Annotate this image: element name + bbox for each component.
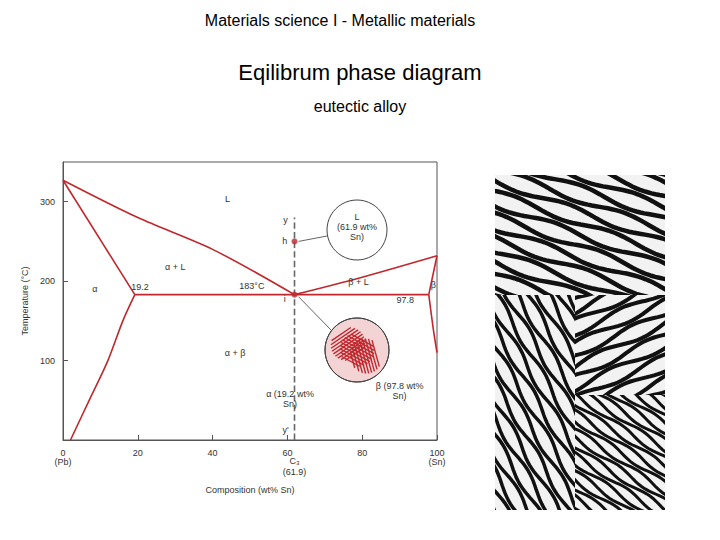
svg-text:100: 100	[40, 356, 55, 366]
svg-text:100: 100	[429, 448, 444, 458]
svg-text:α (19.2 wt%: α (19.2 wt%	[266, 389, 314, 399]
svg-text:(Pb): (Pb)	[54, 457, 71, 467]
svg-text:Sn): Sn)	[393, 391, 407, 401]
svg-text:i: i	[284, 294, 286, 304]
html-text:Eqilibrum phase diagram: Eqilibrum phase diagram	[238, 60, 482, 85]
svg-text:19.2: 19.2	[131, 282, 149, 292]
svg-text:β + L: β + L	[348, 277, 368, 287]
svg-text:183°C: 183°C	[239, 281, 265, 291]
svg-text:80: 80	[357, 448, 367, 458]
svg-text:β (97.8 wt%: β (97.8 wt%	[376, 381, 424, 391]
svg-text:Composition (wt% Sn): Composition (wt% Sn)	[205, 485, 294, 495]
svg-text:40: 40	[208, 448, 218, 458]
svg-text:(61.9): (61.9)	[283, 467, 307, 477]
svg-text:0: 0	[60, 448, 65, 458]
svg-text:97.8: 97.8	[396, 295, 414, 305]
svg-text:y': y'	[282, 425, 289, 435]
svg-text:α + L: α + L	[165, 262, 185, 272]
svg-text:60: 60	[282, 447, 293, 458]
svg-text:h: h	[282, 236, 287, 246]
svg-text:y: y	[283, 215, 288, 225]
svg-text:Sn): Sn)	[283, 399, 297, 409]
svg-text:α: α	[92, 284, 97, 294]
svg-text:L: L	[354, 212, 359, 222]
svg-text:β: β	[431, 280, 436, 290]
html-text:eutectic alloy: eutectic alloy	[313, 98, 407, 115]
svg-text:(61.9 wt%: (61.9 wt%	[337, 222, 377, 232]
svg-text:200: 200	[40, 276, 55, 286]
svg-text:L: L	[225, 194, 230, 204]
svg-text:300: 300	[40, 197, 55, 207]
html-text:Materials science I - Metallic: Materials science I - Metallic materials	[204, 12, 476, 29]
svg-text:(Sn): (Sn)	[428, 457, 445, 467]
svg-text:20: 20	[133, 448, 143, 458]
svg-text:Sn): Sn)	[350, 232, 364, 242]
svg-text:α + β: α + β	[225, 348, 246, 358]
svg-text:C₃: C₃	[289, 456, 299, 466]
svg-text:Temperature (°C): Temperature (°C)	[20, 266, 30, 335]
